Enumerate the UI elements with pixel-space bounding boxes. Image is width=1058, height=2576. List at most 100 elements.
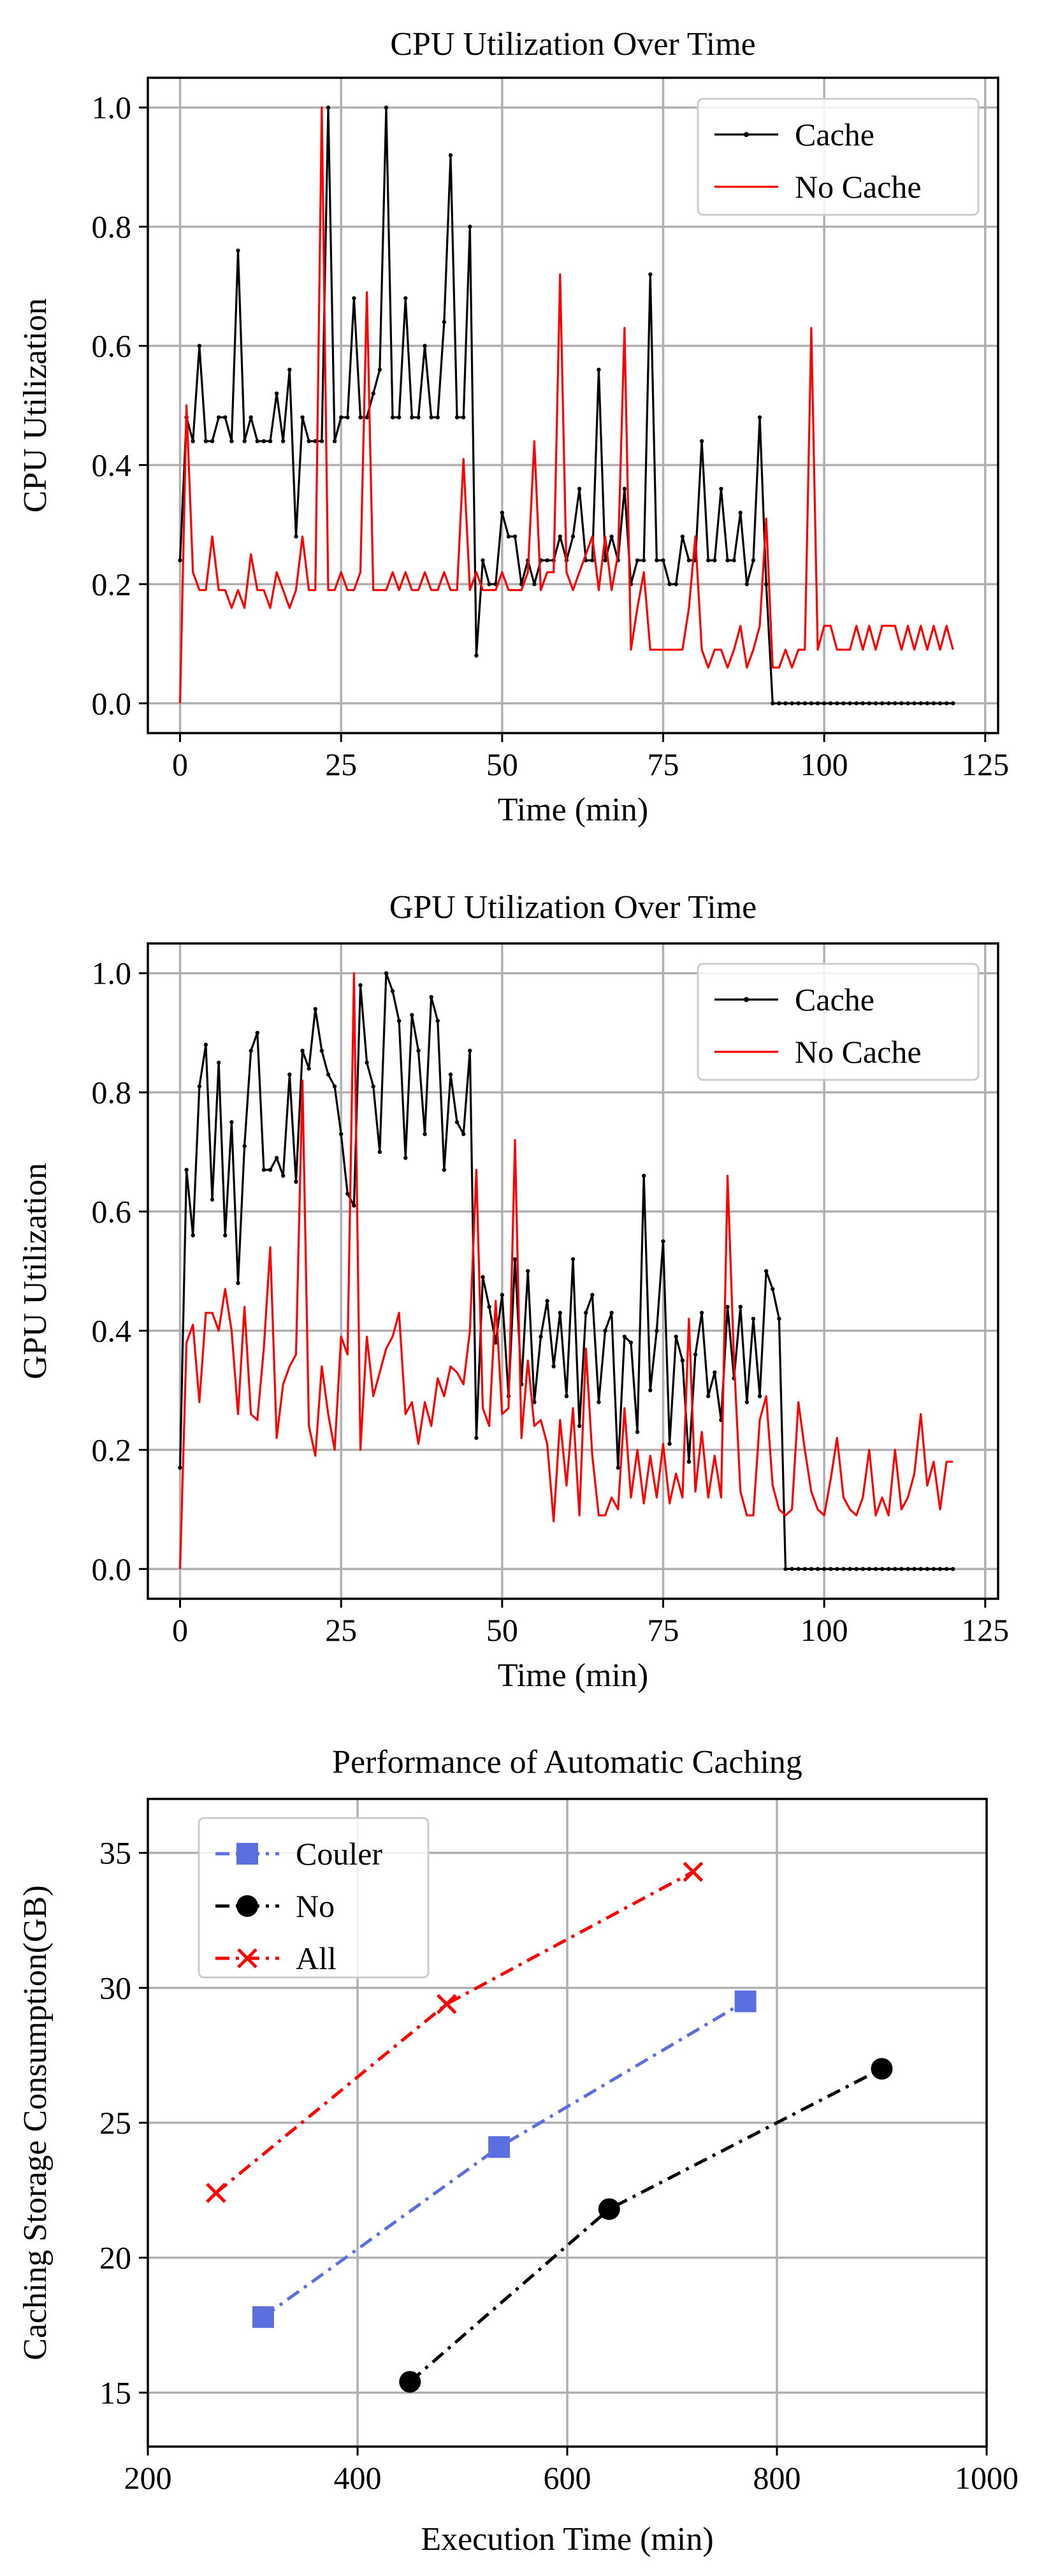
data-point (764, 1269, 769, 1274)
data-point (796, 1567, 801, 1571)
x-tick-label: 1000 (955, 2460, 1018, 2496)
data-point (886, 701, 891, 706)
data-point (487, 1304, 491, 1309)
data-point (951, 701, 955, 706)
x-tick-label: 50 (486, 1612, 518, 1648)
data-point (442, 1167, 447, 1172)
data-point (307, 1066, 311, 1071)
x-tick-label: 600 (544, 2460, 591, 2496)
data-point (925, 1567, 930, 1571)
series-no (399, 2058, 893, 2393)
data-point (403, 296, 408, 300)
data-point (255, 439, 260, 444)
data-point (725, 558, 730, 563)
data-point (512, 534, 518, 539)
data-point (261, 1167, 266, 1172)
data-point (216, 1060, 221, 1065)
data-point (326, 105, 331, 110)
data-point (854, 701, 859, 706)
data-point (236, 1281, 240, 1285)
data-point (429, 415, 433, 419)
data-point (371, 391, 375, 396)
legend-label: Couler (296, 1836, 382, 1872)
y-tick-label: 0.8 (92, 1075, 132, 1110)
data-point (178, 558, 182, 563)
data-point (461, 415, 466, 419)
data-point (938, 1567, 943, 1571)
data-point (835, 701, 839, 706)
data-point (674, 1334, 678, 1339)
data-point (815, 1567, 820, 1571)
data-point (951, 1567, 955, 1571)
data-point (680, 1358, 685, 1363)
data-point (635, 558, 640, 563)
data-point (648, 272, 653, 277)
data-point (796, 701, 801, 706)
data-point (481, 1275, 485, 1279)
x-tick-label: 100 (801, 1612, 848, 1648)
data-point (326, 1072, 331, 1077)
y-tick-label: 0.0 (92, 1551, 132, 1587)
data-point (242, 439, 247, 444)
data-point (757, 415, 762, 419)
data-point (873, 1567, 878, 1571)
y-tick-label: 30 (99, 1970, 131, 2005)
x-tick-label: 400 (334, 2460, 382, 2496)
data-point (790, 1567, 794, 1571)
data-point (725, 1304, 730, 1309)
data-point (744, 582, 750, 586)
chart-2: 0 25 50 75 100 125 0.0 0.2 0.4 0.6 0.8 1.0 GPU Utili… (17, 889, 1009, 1694)
data-point (435, 415, 440, 419)
y-tick-label: 0.4 (92, 1313, 132, 1348)
data-point (300, 415, 305, 419)
data-point (777, 1316, 781, 1321)
data-point (474, 1436, 479, 1440)
data-point (229, 1120, 234, 1124)
data-point (403, 1156, 408, 1160)
data-point (764, 582, 769, 586)
data-point (332, 1084, 337, 1089)
data-point (287, 1072, 292, 1077)
y-tick-label: 0.4 (92, 447, 132, 483)
y-tick-label: 1.0 (92, 956, 132, 991)
y-tick-label: 35 (99, 1835, 131, 1871)
data-point (906, 1567, 910, 1571)
series-line (178, 972, 953, 1569)
data-point (912, 1567, 917, 1571)
chart-title: GPU Utilization Over Time (389, 889, 757, 926)
data-point (461, 1132, 466, 1137)
data-point (809, 701, 814, 706)
data-point (738, 511, 743, 515)
data-point (938, 701, 943, 706)
data-point (274, 391, 279, 396)
legend-label: Cache (795, 117, 874, 152)
data-point (584, 1311, 588, 1315)
data-point (532, 582, 537, 586)
data-point (410, 1012, 414, 1017)
data-point (693, 1352, 698, 1357)
data-point (622, 486, 627, 491)
data-point (815, 701, 820, 706)
y-tick-label: 0.2 (92, 1432, 132, 1467)
data-point (448, 1072, 453, 1077)
data-point (274, 1156, 279, 1160)
data-point (249, 1049, 253, 1053)
data-point (532, 1400, 537, 1404)
data-point (867, 701, 872, 706)
data-point (899, 1567, 904, 1571)
data-point (598, 2198, 620, 2220)
x-tick-label: 50 (486, 746, 518, 782)
data-point (377, 1149, 382, 1154)
data-point (396, 415, 402, 419)
data-point (448, 153, 453, 157)
data-point (609, 534, 614, 539)
data-point (822, 1567, 827, 1571)
data-point (829, 1567, 833, 1571)
data-point (429, 994, 433, 1000)
data-point (454, 1120, 460, 1124)
legend-label: Cache (795, 982, 874, 1017)
chart-1: 0 25 50 75 100 125 0.0 0.2 0.4 0.6 0.8 1.0 CPU Utili… (17, 26, 1009, 828)
series-no-cache (178, 106, 954, 704)
data-point (558, 534, 562, 539)
data-point (206, 2183, 226, 2203)
